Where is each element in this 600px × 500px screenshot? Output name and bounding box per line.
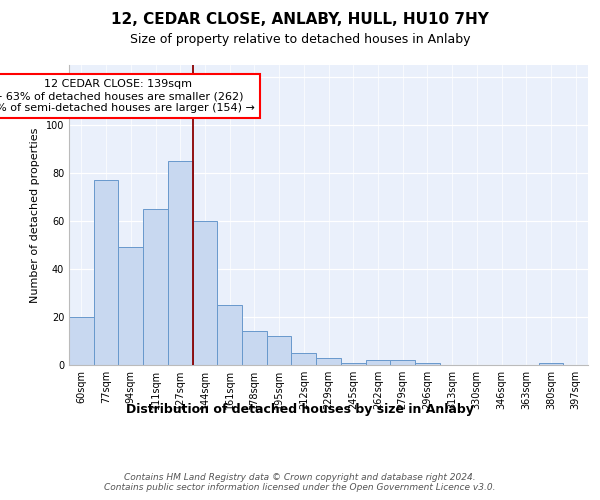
Text: Distribution of detached houses by size in Anlaby: Distribution of detached houses by size … <box>126 402 474 415</box>
Bar <box>118 248 143 365</box>
Bar <box>69 317 94 365</box>
Bar <box>292 353 316 365</box>
Bar <box>341 362 365 365</box>
Bar <box>390 360 415 365</box>
Y-axis label: Number of detached properties: Number of detached properties <box>30 128 40 302</box>
Bar <box>143 209 168 365</box>
Bar <box>242 332 267 365</box>
Text: 12 CEDAR CLOSE: 139sqm
← 63% of detached houses are smaller (262)
37% of semi-de: 12 CEDAR CLOSE: 139sqm ← 63% of detached… <box>0 80 255 112</box>
Bar <box>316 358 341 365</box>
Text: Contains HM Land Registry data © Crown copyright and database right 2024.
Contai: Contains HM Land Registry data © Crown c… <box>104 472 496 492</box>
Bar <box>365 360 390 365</box>
Bar <box>217 305 242 365</box>
Bar <box>415 362 440 365</box>
Bar <box>193 221 217 365</box>
Bar <box>94 180 118 365</box>
Text: Size of property relative to detached houses in Anlaby: Size of property relative to detached ho… <box>130 32 470 46</box>
Bar <box>267 336 292 365</box>
Text: 12, CEDAR CLOSE, ANLABY, HULL, HU10 7HY: 12, CEDAR CLOSE, ANLABY, HULL, HU10 7HY <box>111 12 489 28</box>
Bar <box>539 362 563 365</box>
Bar <box>168 161 193 365</box>
